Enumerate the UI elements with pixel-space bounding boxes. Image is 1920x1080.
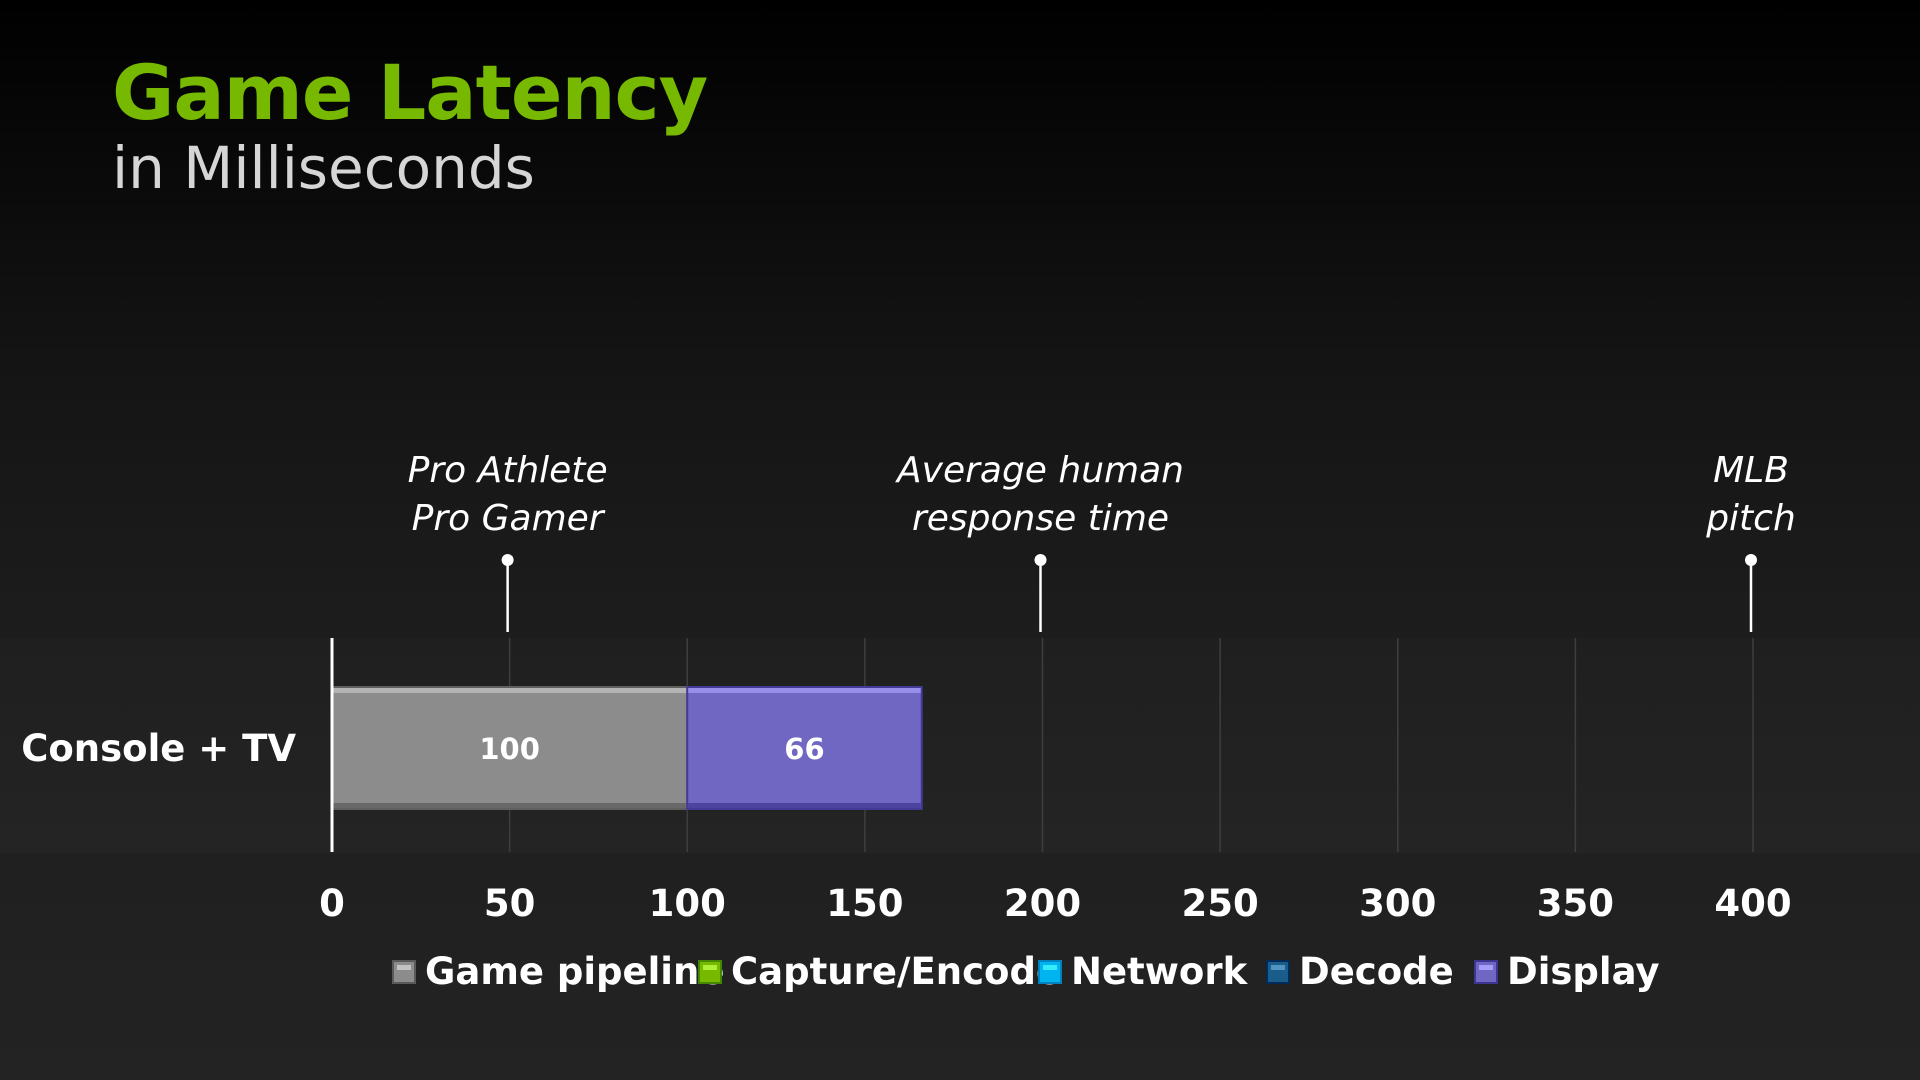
plot-area-band <box>0 638 1920 853</box>
reference-pin-head <box>1745 554 1757 566</box>
reference-label: pitch <box>1705 498 1796 539</box>
bar-bevel-top <box>688 688 921 693</box>
reference-label: Pro Athlete <box>408 450 608 491</box>
x-tick-label: 100 <box>649 882 726 925</box>
legend-swatch <box>698 960 722 984</box>
x-tick-label: 50 <box>484 882 536 925</box>
category-label: Console + TV <box>21 727 296 770</box>
legend-swatch <box>1474 960 1498 984</box>
x-tick-label: 200 <box>1004 882 1081 925</box>
bar-segment-fill <box>686 686 923 810</box>
reference-label: MLB <box>1713 450 1789 491</box>
bar-bevel-bottom <box>688 803 921 808</box>
reference-label: Pro Gamer <box>412 498 606 539</box>
bar-segment <box>331 686 689 810</box>
reference-label: response time <box>912 498 1169 539</box>
chart-title: Game Latency <box>112 48 708 137</box>
legend-label: Decode <box>1299 950 1454 993</box>
legend-item: Game pipeline <box>392 950 724 993</box>
x-tick-label: 400 <box>1714 882 1791 925</box>
legend-label: Game pipeline <box>425 950 724 993</box>
legend-label: Display <box>1507 950 1660 993</box>
legend-item: Network <box>1038 950 1249 993</box>
data-label: 66 <box>784 732 824 766</box>
x-tick-label: 0 <box>319 882 345 925</box>
bar-bevel-bottom <box>333 803 687 808</box>
legend-swatch-bevel <box>1479 965 1493 970</box>
chart-subtitle: in Milliseconds <box>112 134 535 202</box>
legend-swatch-bevel <box>397 965 411 970</box>
data-label: 100 <box>479 732 540 766</box>
x-tick-label: 150 <box>826 882 903 925</box>
legend-swatch <box>1038 960 1062 984</box>
bar-segment <box>686 686 923 810</box>
bar-segment-fill <box>331 686 689 810</box>
reference-pin-head <box>501 554 514 566</box>
reference-marker: Average human response time <box>895 450 1184 632</box>
bar-bevel-top <box>333 688 687 693</box>
reference-pin-head <box>1034 554 1047 566</box>
legend-label: Capture/Encode <box>731 950 1061 993</box>
reference-label: Average human <box>895 450 1184 491</box>
legend-swatch <box>1266 960 1290 984</box>
legend-swatch-bevel <box>703 965 717 970</box>
reference-marker: MLB pitch <box>1705 450 1796 632</box>
x-tick-label: 350 <box>1537 882 1614 925</box>
legend-item: Decode <box>1266 950 1454 993</box>
x-tick-label: 300 <box>1359 882 1436 925</box>
legend-label: Network <box>1071 950 1249 993</box>
legend-swatch-bevel <box>1043 965 1057 970</box>
legend-item: Capture/Encode <box>698 950 1061 993</box>
legend-swatch-bevel <box>1271 965 1285 970</box>
legend-item: Display <box>1474 950 1660 993</box>
reference-marker: Pro Athlete Pro Gamer <box>408 450 608 632</box>
x-tick-label: 250 <box>1182 882 1259 925</box>
legend-swatch <box>392 960 416 984</box>
